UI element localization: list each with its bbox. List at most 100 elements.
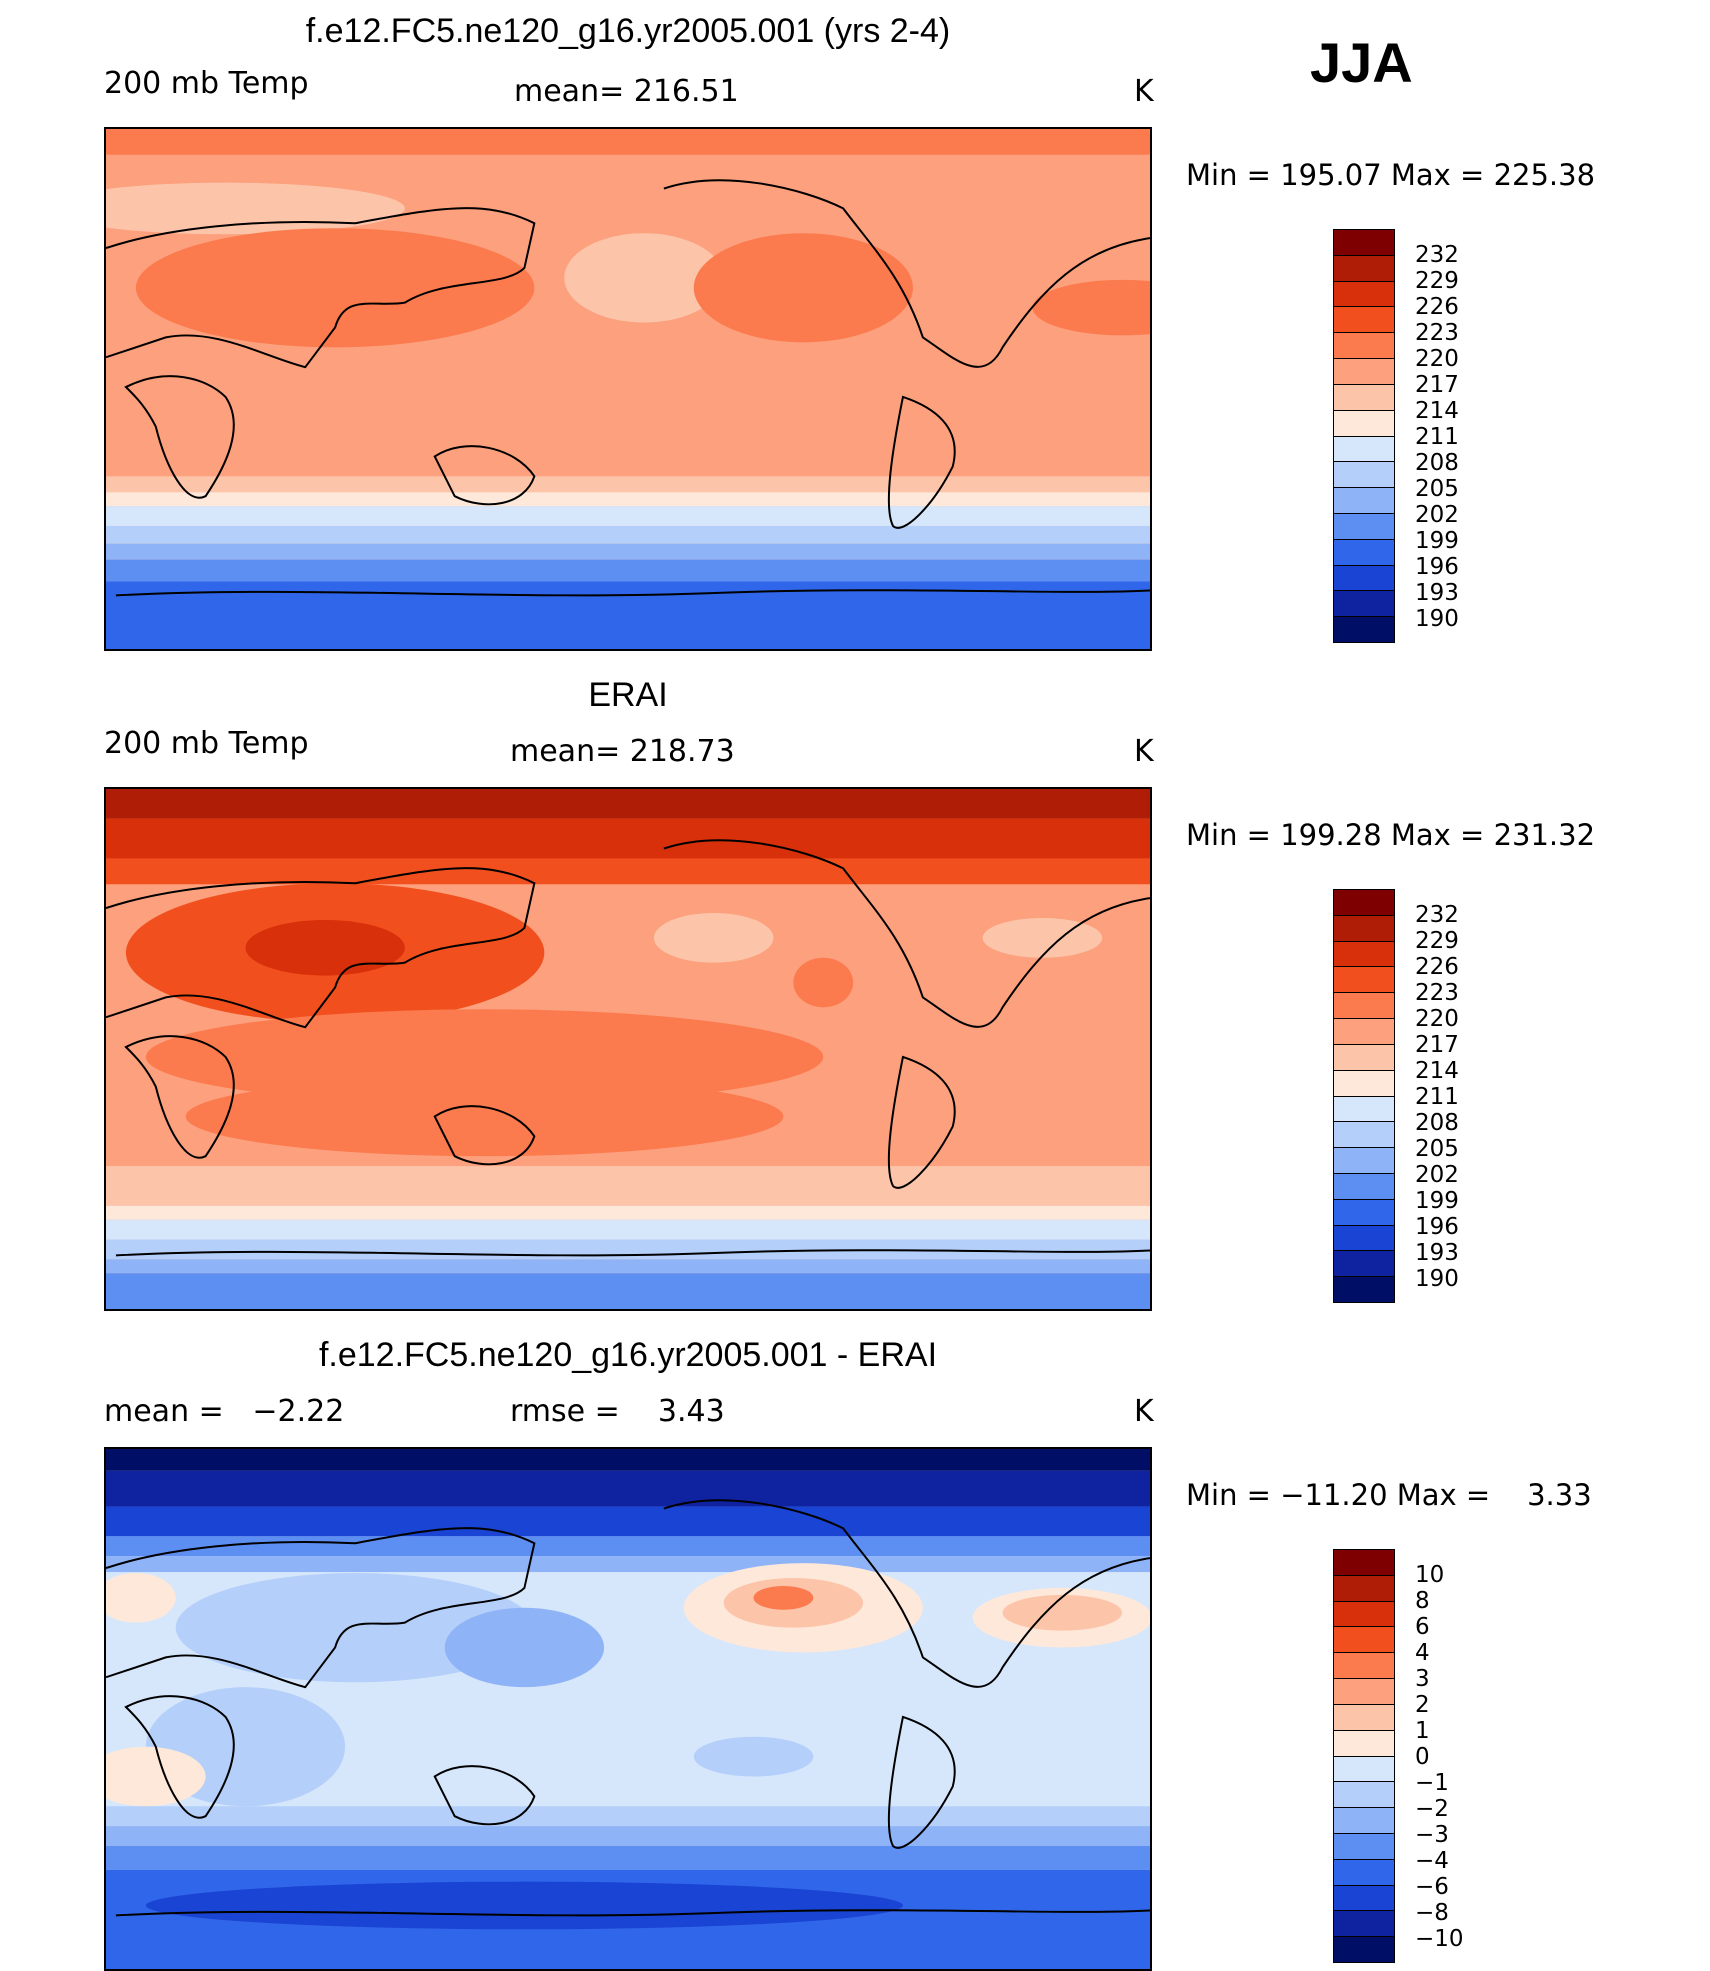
panel2-colorbar-swatch <box>1334 1122 1394 1149</box>
panel2-colorbar <box>1333 889 1395 1303</box>
panel2-colorbar-swatch <box>1334 1225 1394 1252</box>
panel1-colorbar-swatch <box>1334 255 1394 282</box>
panel1-colorbar-swatch <box>1334 410 1394 437</box>
panel1-title: f.e12.FC5.ne120_g16.yr2005.001 (yrs 2-4) <box>305 12 951 50</box>
colorbar-tick-label: 214 <box>1415 398 1459 424</box>
panel3-colorbar-swatch <box>1334 1808 1394 1834</box>
colorbar-tick-label: 205 <box>1415 1136 1459 1162</box>
panel2-title: ERAI <box>588 676 668 714</box>
panel3-colorbar-swatch <box>1334 1601 1394 1628</box>
panel1-colorbar-swatch <box>1334 462 1394 489</box>
panel1-colorbar-swatch <box>1334 591 1394 618</box>
panel3-map <box>104 1447 1152 1971</box>
panel2-colorbar-swatch <box>1334 1019 1394 1045</box>
colorbar-tick-label: 3 <box>1415 1666 1430 1692</box>
panel3-colorbar-swatch <box>1334 1679 1394 1705</box>
panel1-colorbar-swatch <box>1334 539 1394 566</box>
colorbar-tick-label: 199 <box>1415 528 1459 554</box>
panel3-colorbar-swatch <box>1334 1575 1394 1602</box>
panel2-mean-label: mean= 218.73 <box>510 734 735 769</box>
panel2-colorbar-swatch <box>1334 1173 1394 1200</box>
panel1-map <box>104 127 1152 651</box>
colorbar-tick-label: 2 <box>1415 1692 1430 1718</box>
colorbar-tick-label: 193 <box>1415 1240 1459 1266</box>
panel3-minmax-label: Min = −11.20 Max = 3.33 <box>1186 1478 1592 1512</box>
colorbar-tick-label: 6 <box>1415 1614 1430 1640</box>
panel1-colorbar-labels: 232 229 226 223 220 217 214 211 208 205 … <box>1415 242 1459 632</box>
colorbar-tick-label: 4 <box>1415 1640 1430 1666</box>
colorbar-tick-label: 223 <box>1415 980 1459 1006</box>
panel1-colorbar <box>1333 229 1395 643</box>
colorbar-tick-label: 205 <box>1415 476 1459 502</box>
colorbar-tick-label: −3 <box>1415 1822 1449 1848</box>
colorbar-tick-label: 232 <box>1415 242 1459 268</box>
panel2-colorbar-swatch <box>1334 1199 1394 1226</box>
colorbar-tick-label: 226 <box>1415 954 1459 980</box>
panel1-colorbar-swatch <box>1334 281 1394 308</box>
colorbar-tick-label: 211 <box>1415 424 1459 450</box>
colorbar-tick-label: 223 <box>1415 320 1459 346</box>
panel3-colorbar-swatch <box>1334 1756 1394 1783</box>
panel2-colorbar-swatch <box>1334 993 1394 1020</box>
colorbar-tick-label: 208 <box>1415 1110 1459 1136</box>
colorbar-tick-label: 232 <box>1415 902 1459 928</box>
colorbar-tick-label: 220 <box>1415 1006 1459 1032</box>
colorbar-tick-label: −1 <box>1415 1770 1449 1796</box>
colorbar-tick-label: 196 <box>1415 554 1459 580</box>
colorbar-tick-label: −2 <box>1415 1796 1449 1822</box>
colorbar-tick-label: 199 <box>1415 1188 1459 1214</box>
panel1-colorbar-swatch <box>1334 384 1394 411</box>
panel1-colorbar-swatch <box>1334 488 1394 514</box>
panel3-colorbar-swatch <box>1334 1704 1394 1731</box>
colorbar-tick-label: 190 <box>1415 606 1459 632</box>
colorbar-tick-label: 229 <box>1415 928 1459 954</box>
colorbar-tick-label: −4 <box>1415 1848 1449 1874</box>
panel3-colorbar-swatch <box>1334 1911 1394 1938</box>
colorbar-tick-label: 1 <box>1415 1718 1430 1744</box>
colorbar-tick-label: −8 <box>1415 1900 1449 1926</box>
colorbar-tick-label: −6 <box>1415 1874 1449 1900</box>
colorbar-tick-label: 0 <box>1415 1744 1430 1770</box>
panel2-colorbar-labels: 232 229 226 223 220 217 214 211 208 205 … <box>1415 902 1459 1292</box>
panel2-colorbar-swatch <box>1334 1096 1394 1123</box>
colorbar-tick-label: 214 <box>1415 1058 1459 1084</box>
panel3-colorbar-swatch <box>1334 1627 1394 1654</box>
panel1-colorbar-swatch <box>1334 307 1394 334</box>
colorbar-tick-label: 226 <box>1415 294 1459 320</box>
panel1-colorbar-swatch <box>1334 333 1394 360</box>
panel3-rmse-label: rmse = 3.43 <box>510 1394 725 1429</box>
colorbar-tick-label: 202 <box>1415 1162 1459 1188</box>
panel3-colorbar-swatch <box>1334 1885 1394 1912</box>
panel1-colorbar-swatch <box>1334 513 1394 540</box>
panel2-colorbar-swatch <box>1334 1148 1394 1174</box>
panel2-variable-label: 200 mb Temp <box>104 726 309 761</box>
panel2-colorbar-swatch <box>1334 967 1394 994</box>
panel2-colorbar-swatch <box>1334 1070 1394 1097</box>
panel2-colorbar-swatch <box>1334 941 1394 968</box>
colorbar-tick-label: 8 <box>1415 1588 1430 1614</box>
panel2-minmax-label: Min = 199.28 Max = 231.32 <box>1186 818 1596 852</box>
colorbar-tick-label: 229 <box>1415 268 1459 294</box>
panel3-colorbar-swatch <box>1334 1782 1394 1809</box>
colorbar-tick-label: 190 <box>1415 1266 1459 1292</box>
panel1-variable-label: 200 mb Temp <box>104 66 309 101</box>
panel1-mean-label: mean= 216.51 <box>514 74 739 109</box>
panel1-minmax-label: Min = 195.07 Max = 225.38 <box>1186 158 1596 192</box>
panel3-colorbar-swatch <box>1334 1550 1394 1576</box>
panel3-colorbar-swatch <box>1334 1833 1394 1860</box>
colorbar-tick-label: 211 <box>1415 1084 1459 1110</box>
panel2-colorbar-swatch <box>1334 1251 1394 1278</box>
panel3-colorbar-swatch <box>1334 1937 1394 1962</box>
panel1-colorbar-swatch <box>1334 359 1394 385</box>
panel1-colorbar-swatch <box>1334 617 1394 642</box>
colorbar-tick-label: 202 <box>1415 502 1459 528</box>
colorbar-tick-label: 220 <box>1415 346 1459 372</box>
colorbar-tick-label: 217 <box>1415 372 1459 398</box>
panel2-map <box>104 787 1152 1311</box>
panel3-units-label: K <box>1134 1394 1154 1429</box>
panel2-colorbar-swatch <box>1334 890 1394 916</box>
panel3-mean-label: mean = −2.22 <box>104 1394 345 1429</box>
colorbar-tick-label: 10 <box>1415 1562 1445 1588</box>
colorbar-tick-label: 217 <box>1415 1032 1459 1058</box>
colorbar-tick-label: 193 <box>1415 580 1459 606</box>
